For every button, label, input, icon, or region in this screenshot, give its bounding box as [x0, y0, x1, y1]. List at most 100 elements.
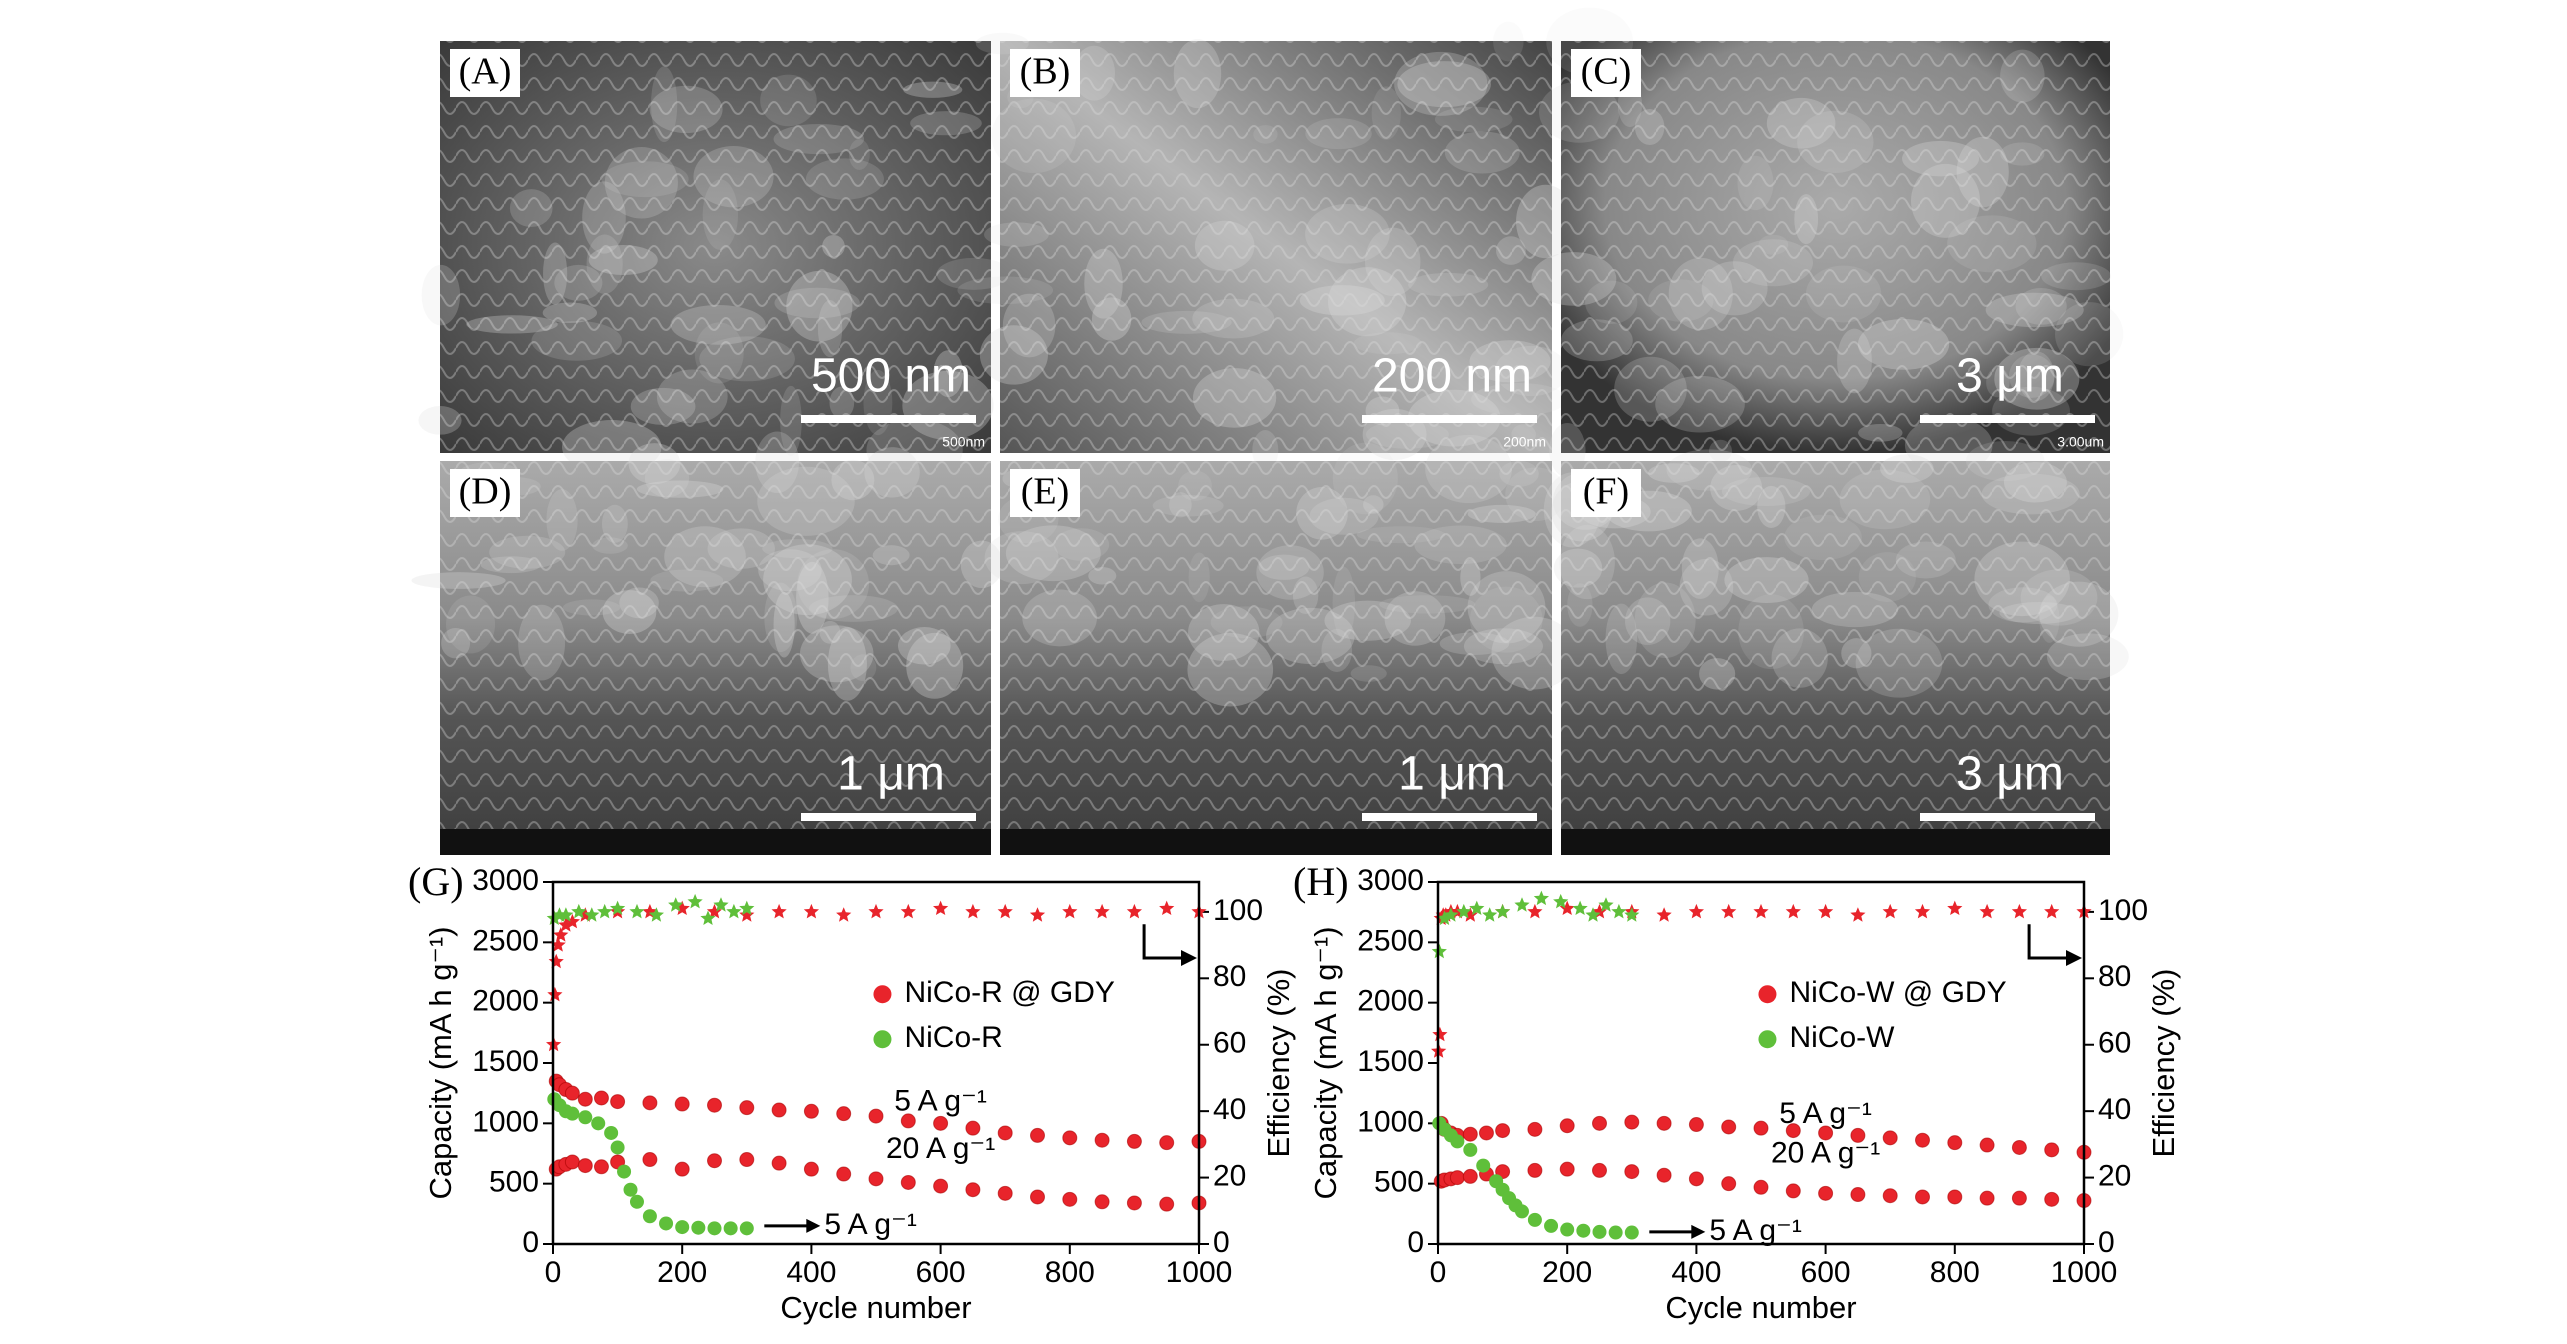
- capacity-point: [1450, 1134, 1465, 1149]
- sem-image: (D) 1 μm: [411, 431, 1003, 855]
- capacity-point: [803, 1103, 819, 1119]
- capacity-point: [1463, 1142, 1478, 1157]
- capacity-point: [629, 1194, 644, 1209]
- capacity-point: [642, 1095, 658, 1111]
- capacity-point: [1656, 1167, 1672, 1183]
- efficiency-point: [1818, 903, 1834, 919]
- capacity-point: [1527, 1212, 1542, 1227]
- y-tick-label: 1500: [472, 1045, 539, 1078]
- scale-label: 3 μm: [1956, 350, 2064, 403]
- efficiency-point: [933, 900, 949, 915]
- efficiency-point: [558, 917, 574, 932]
- annotation: 5 A g⁻¹: [824, 1208, 917, 1241]
- panel-label: (F): [1583, 471, 1629, 513]
- panel-label: (H): [1293, 859, 1349, 904]
- capacity-point: [1462, 1126, 1478, 1142]
- efficiency-point: [1443, 907, 1459, 922]
- x-tick-label: 200: [657, 1256, 707, 1289]
- scale-small: 200nm: [1503, 434, 1546, 450]
- efficiency-point: [546, 910, 562, 925]
- sem-texture: [1561, 41, 2110, 453]
- capacity-point: [593, 1159, 609, 1175]
- label-box: [1571, 469, 1641, 517]
- capacity-point: [1030, 1127, 1045, 1143]
- scale-label: 1 μm: [1398, 748, 1506, 801]
- scale-bar: [1920, 813, 2095, 821]
- efficiency-point: [1432, 1026, 1448, 1042]
- efficiency-point: [687, 893, 703, 909]
- capacity-point: [1126, 1133, 1142, 1149]
- capacity-point: [965, 1120, 981, 1136]
- x-axis-label: Cycle number: [780, 1290, 971, 1325]
- capacity-point: [900, 1174, 916, 1190]
- capacity-point: [2044, 1142, 2060, 1158]
- y2-tick-label: 100: [1213, 894, 1263, 927]
- y2-tick-label: 0: [2098, 1226, 2115, 1259]
- efficiency-point: [564, 913, 580, 929]
- x-tick-label: 400: [786, 1256, 836, 1289]
- sem-texture: [1000, 461, 1552, 855]
- y2-tick-label: 0: [1213, 1226, 1230, 1259]
- y2-tick-label: 40: [2098, 1093, 2131, 1126]
- sem-texture: [440, 461, 991, 855]
- annotation: 5 A g⁻¹: [894, 1085, 987, 1118]
- capacity-point: [1592, 1115, 1607, 1131]
- arrow: [2027, 924, 2068, 960]
- capacity-point: [1721, 1176, 1737, 1192]
- capacity-point: [2011, 1139, 2027, 1155]
- capacity-point: [1979, 1137, 1995, 1153]
- y-tick-label: 500: [489, 1166, 539, 1199]
- arrowhead: [806, 1218, 821, 1233]
- efficiency-point: [1785, 903, 1801, 919]
- efficiency-point: [1456, 903, 1472, 919]
- capacity-point: [1159, 1135, 1175, 1151]
- y-tick-label: 2500: [1357, 924, 1424, 957]
- capacity-point: [565, 1106, 580, 1121]
- efficiency-point: [584, 907, 600, 922]
- capacity-point: [1947, 1189, 1963, 1205]
- capacity-point: [1785, 1183, 1801, 1199]
- capacity-point: [1979, 1190, 1995, 1206]
- capacity-point: [933, 1178, 949, 1194]
- efficiency-point: [1062, 903, 1078, 919]
- capacity-point: [1624, 1225, 1639, 1240]
- y2-tick-label: 60: [1213, 1027, 1246, 1060]
- y-tick-label: 3000: [472, 864, 539, 897]
- efficiency-point: [739, 907, 755, 922]
- chart: 0 200 400 600 800 100005001000150020002500300…: [408, 859, 1296, 1325]
- label-box: [1571, 49, 1641, 97]
- efficiency-point: [771, 903, 787, 919]
- capacity-point: [610, 1094, 626, 1110]
- capacity-point: [617, 1164, 632, 1179]
- scale-small: 3.00um: [2057, 434, 2104, 450]
- capacity-point: [1514, 1204, 1529, 1219]
- efficiency-point: [1947, 900, 1963, 915]
- capacity-point: [1476, 1158, 1491, 1173]
- y-axis-label: Capacity (mA h g⁻¹): [423, 926, 458, 1199]
- label-box: [450, 49, 520, 97]
- capacity-point: [577, 1158, 593, 1174]
- y-tick-label: 0: [1407, 1226, 1424, 1259]
- efficiency-point: [836, 907, 852, 922]
- sem-image: (F) 3 μm: [1543, 441, 2129, 855]
- efficiency-point: [1482, 907, 1498, 922]
- capacity-point: [675, 1220, 690, 1235]
- capacity-point: [1882, 1188, 1898, 1204]
- efficiency-point: [997, 903, 1013, 919]
- label-box: [450, 469, 520, 517]
- efficiency-point: [1094, 903, 1110, 919]
- capacity-point: [2011, 1190, 2027, 1206]
- capacity-point: [1544, 1218, 1559, 1233]
- capacity-point: [674, 1096, 690, 1112]
- efficiency-point: [900, 903, 916, 919]
- capacity-point: [1785, 1123, 1801, 1139]
- capacity-point: [564, 1154, 580, 1170]
- y-tick-label: 2500: [472, 924, 539, 957]
- capacity-point: [1559, 1118, 1575, 1134]
- capacity-point: [604, 1125, 619, 1140]
- capacity-point: [1062, 1130, 1078, 1146]
- capacity-point: [1126, 1195, 1142, 1211]
- x-tick-label: 200: [1542, 1256, 1592, 1289]
- capacity-point: [723, 1221, 738, 1236]
- sem-texture: [1000, 41, 1552, 453]
